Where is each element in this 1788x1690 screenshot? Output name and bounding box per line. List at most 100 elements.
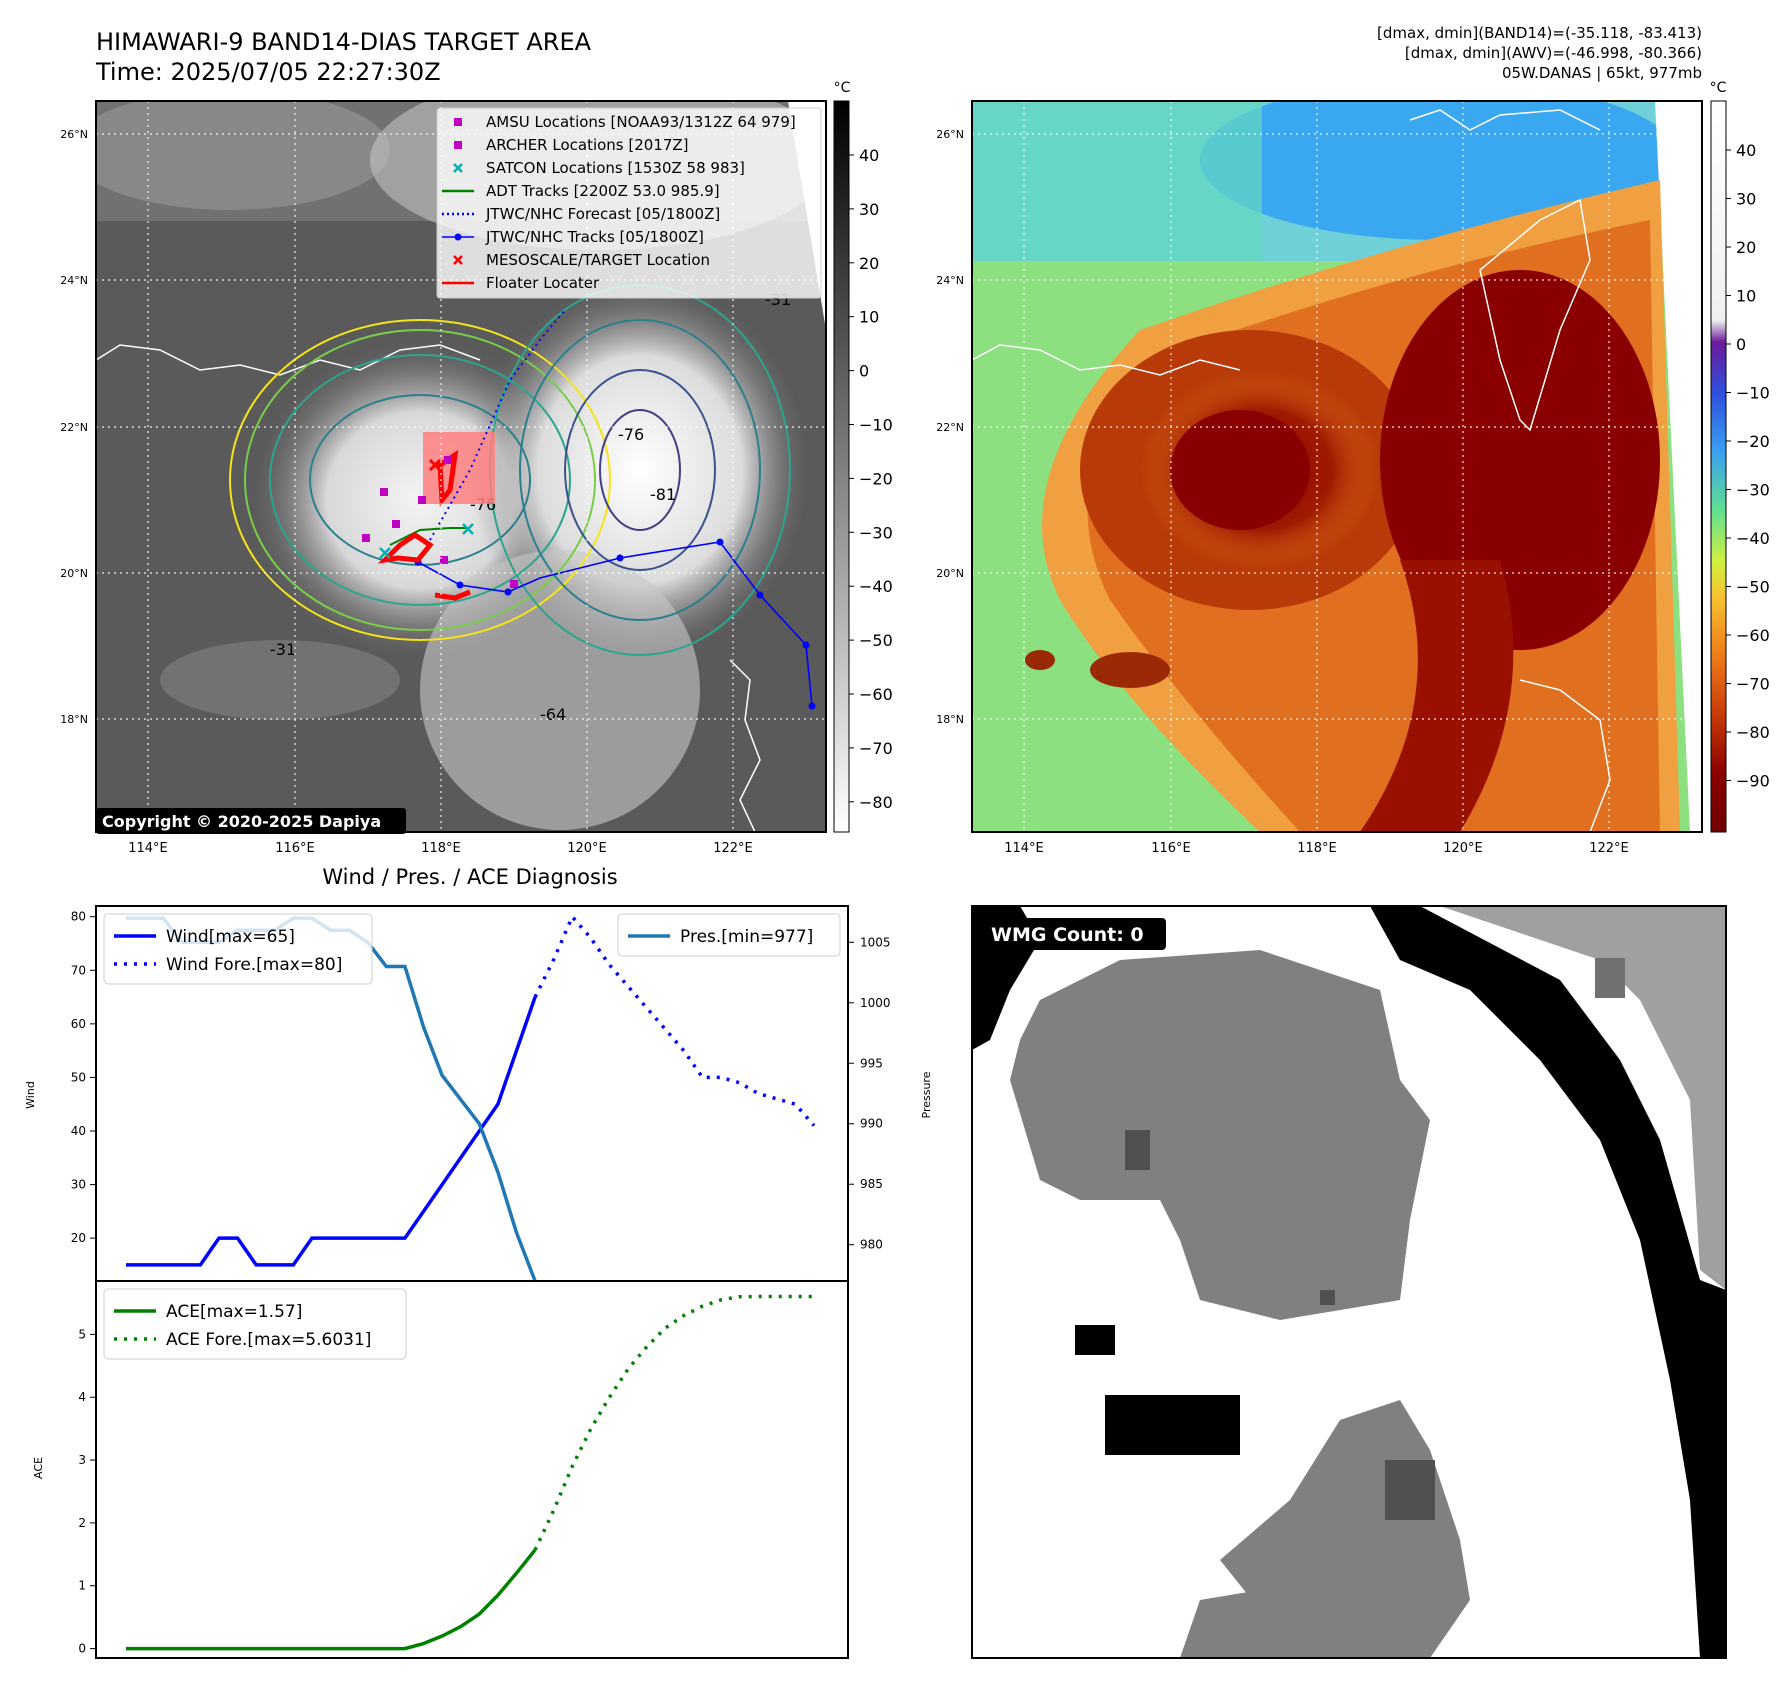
colorbar-tick-label: 30	[1736, 190, 1756, 209]
colorbar-tick-label: 0	[1736, 335, 1746, 354]
lon-tick-label: 114°E	[128, 841, 168, 856]
y-tick-label: 2	[78, 1516, 86, 1530]
figure-title-line2: Time: 2025/07/05 22:27:30Z	[95, 58, 441, 86]
diagnosis-title: Wind / Pres. / ACE Diagnosis	[322, 865, 617, 889]
info-line1: [dmax, dmin](BAND14)=(-35.118, -83.413)	[1377, 24, 1702, 42]
colorbar-tick-label: −40	[859, 577, 893, 596]
legend-label: Floater Locater	[486, 274, 600, 292]
legend-entry: ARCHER Locations [2017Z]	[454, 136, 689, 154]
colorbar-tick-label: −70	[1736, 675, 1770, 694]
lat-tick-label: 26°N	[60, 128, 88, 141]
legend-entry: AMSU Locations [NOAA93/1312Z 64 979]	[454, 113, 796, 131]
colorbar-tick-label: −50	[859, 631, 893, 650]
series-line	[533, 1294, 814, 1551]
y-tick-label: 40	[71, 1124, 86, 1138]
y-tick-label: 30	[71, 1178, 86, 1192]
lat-tick-label: 22°N	[936, 421, 964, 434]
y-tick-label: 0	[78, 1642, 86, 1656]
ace-ylabel: ACE	[32, 1457, 45, 1479]
lat-tick-label: 24°N	[936, 274, 964, 287]
legend-label: MESOSCALE/TARGET Location	[486, 251, 710, 269]
lon-tick-label: 114°E	[1004, 841, 1044, 856]
info-line2: [dmax, dmin](AWV)=(-46.998, -80.366)	[1405, 44, 1702, 62]
legend-label: AMSU Locations [NOAA93/1312Z 64 979]	[486, 113, 796, 131]
y-right-tick-label: 980	[860, 1238, 883, 1252]
colorbar-tick-label: −20	[859, 469, 893, 488]
lon-tick-label: 116°E	[1151, 841, 1191, 856]
colorbar-tick-label: −80	[1736, 723, 1770, 742]
contour-label-1: -76	[618, 425, 644, 444]
legend-label: JTWC/NHC Forecast [05/1800Z]	[485, 205, 720, 223]
y-right-tick-label: 1000	[860, 996, 891, 1010]
y-tick-label: 1	[78, 1579, 86, 1593]
colorbar-tick-label: −60	[1736, 626, 1770, 645]
lat-tick-label: 18°N	[936, 713, 964, 726]
colorbar-tick-label: −10	[859, 416, 893, 435]
colorbar-tick-label: 20	[859, 254, 879, 273]
ir-map-panel: -76 -81 -76 -64 -31 -31	[60, 80, 893, 856]
lon-tick-label: 120°E	[567, 841, 607, 856]
legend-entry: JTWC/NHC Tracks [05/1800Z]	[442, 228, 704, 246]
colorbar-tick-label: −30	[1736, 481, 1770, 500]
y-tick-label: 60	[71, 1017, 86, 1031]
series-line	[533, 913, 816, 1127]
lon-tick-label: 118°E	[1297, 841, 1337, 856]
legend-entry: Wind[max=65]	[114, 927, 295, 947]
colorbar-tick-label: −70	[859, 739, 893, 758]
colorbar-tick-label: −10	[1736, 384, 1770, 403]
legend-entry: ACE[max=1.57]	[114, 1302, 302, 1322]
lon-tick-label: 116°E	[275, 841, 315, 856]
y-tick-label: 3	[78, 1453, 86, 1467]
legend-label: Pres.[min=977]	[680, 927, 813, 947]
awv-colorbar	[1710, 100, 1727, 833]
lat-tick-label: 20°N	[60, 567, 88, 580]
colorbar-tick-label: 0	[859, 362, 869, 381]
legend-entry: Pres.[min=977]	[628, 927, 813, 947]
y-tick-label: 5	[78, 1327, 86, 1341]
lat-tick-label: 20°N	[936, 567, 964, 580]
colorbar-tick-label: 40	[859, 146, 879, 165]
lat-tick-label: 22°N	[60, 421, 88, 434]
lat-tick-label: 24°N	[60, 274, 88, 287]
legend-label: Wind Fore.[max=80]	[166, 955, 342, 975]
colorbar-tick-label: −90	[1736, 772, 1770, 791]
lon-tick-label: 118°E	[421, 841, 461, 856]
colorbar-tick-label: −30	[859, 523, 893, 542]
contour-label-6: -31	[270, 640, 296, 659]
figure-title-line1: HIMAWARI-9 BAND14-DIAS TARGET AREA	[96, 28, 592, 56]
y-tick-label: 70	[71, 963, 86, 977]
legend-label: ACE[max=1.57]	[166, 1302, 302, 1322]
colorbar-tick-label: −50	[1736, 578, 1770, 597]
y-tick-label: 50	[71, 1070, 86, 1084]
awv-colorbar-unit: °C	[1710, 80, 1727, 96]
y-right-tick-label: 990	[860, 1117, 883, 1131]
legend-label: SATCON Locations [1530Z 58 983]	[486, 159, 745, 177]
y-right-tick-label: 995	[860, 1056, 883, 1070]
copyright-text: Copyright © 2020-2025 Dapiya	[102, 812, 381, 831]
legend-entry: SATCON Locations [1530Z 58 983]	[453, 159, 745, 177]
colorbar-tick-label: −20	[1736, 432, 1770, 451]
wmg-count-badge: WMG Count: 0	[991, 924, 1144, 946]
awv-map-panel: 26°N 24°N 22°N 20°N 18°N 114°E 116°E 118°E 120°…	[936, 80, 1770, 856]
ace-chart: 0 1 2 3 4 5 ACE ACE[max=1.57] ACE Fore.[max=5.…	[32, 1280, 849, 1659]
lat-tick-label: 18°N	[60, 713, 88, 726]
pressure-ylabel: Pressure	[920, 1071, 933, 1118]
colorbar-tick-label: 20	[1736, 238, 1756, 257]
legend-label: Wind[max=65]	[166, 927, 295, 947]
info-line3: 05W.DANAS | 65kt, 977mb	[1502, 64, 1702, 82]
legend-entry: ADT Tracks [2200Z 53.0 985.9]	[442, 182, 720, 200]
wind-ylabel: Wind	[24, 1081, 37, 1109]
colorbar-tick-label: 30	[859, 200, 879, 219]
wind-pressure-chart: 20 30 40 50 60 70 80 980 985 990 995 1000 1005 Wind …	[24, 905, 933, 1282]
legend-entry: Wind Fore.[max=80]	[114, 955, 342, 975]
contour-label-4: -64	[540, 705, 566, 724]
y-right-tick-label: 985	[860, 1177, 883, 1191]
ir-colorbar	[833, 100, 850, 833]
y-right-tick-label: 1005	[860, 935, 891, 949]
legend-label: ACE Fore.[max=5.6031]	[166, 1330, 371, 1350]
y-tick-label: 80	[71, 910, 86, 924]
colorbar-tick-label: 10	[1736, 287, 1756, 306]
ir-legend: AMSU Locations [NOAA93/1312Z 64 979] ARCH…	[436, 107, 822, 299]
legend-entry: JTWC/NHC Forecast [05/1800Z]	[442, 205, 720, 223]
